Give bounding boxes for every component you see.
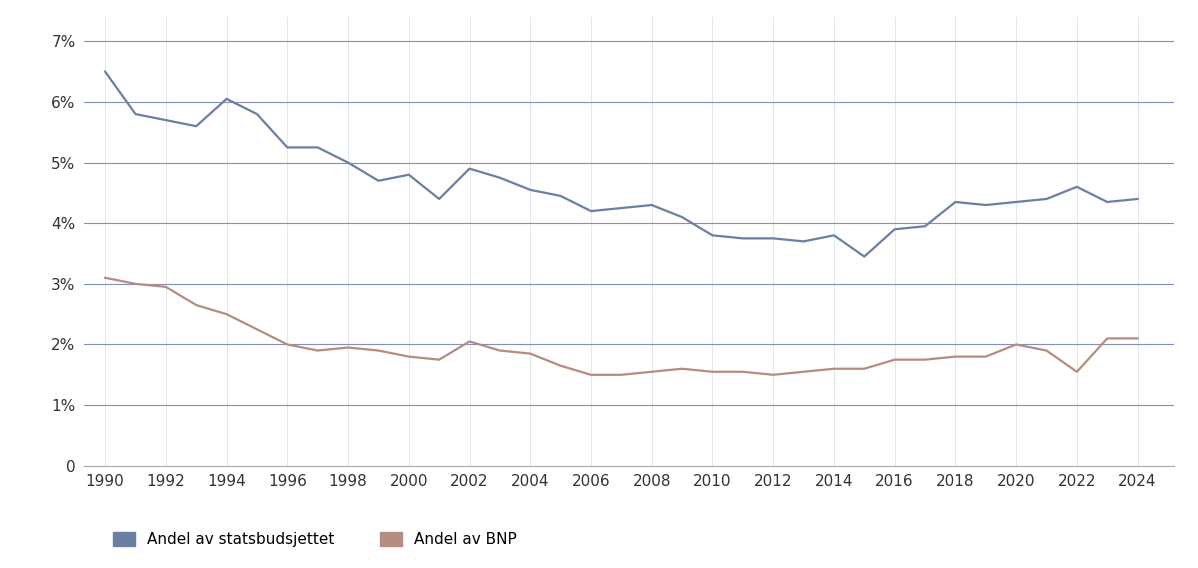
- Andel av BNP: [341, 344, 356, 351]
- Line: Andel av statsbudsjettet: Andel av statsbudsjettet: [105, 72, 1138, 257]
- Andel av statsbudsjettet: [1040, 195, 1054, 202]
- Andel av BNP: [432, 356, 447, 363]
- Andel av BNP: [736, 369, 750, 375]
- Andel av statsbudsjettet: [827, 232, 841, 239]
- Andel av statsbudsjettet: [219, 95, 234, 102]
- Andel av BNP: [524, 350, 538, 357]
- Andel av BNP: [583, 371, 598, 378]
- Andel av statsbudsjettet: [736, 235, 750, 242]
- Andel av BNP: [857, 365, 871, 372]
- Andel av BNP: [401, 353, 416, 360]
- Andel av statsbudsjettet: [857, 253, 871, 260]
- Andel av BNP: [645, 369, 659, 375]
- Andel av statsbudsjettet: [249, 111, 264, 118]
- Andel av BNP: [492, 347, 507, 354]
- Andel av statsbudsjettet: [1009, 199, 1023, 206]
- Andel av BNP: [706, 369, 720, 375]
- Andel av statsbudsjettet: [98, 68, 113, 75]
- Andel av BNP: [249, 326, 264, 333]
- Andel av statsbudsjettet: [1131, 195, 1145, 202]
- Andel av statsbudsjettet: [492, 174, 507, 181]
- Andel av statsbudsjettet: [583, 208, 598, 215]
- Andel av statsbudsjettet: [524, 186, 538, 193]
- Andel av statsbudsjettet: [979, 202, 993, 208]
- Andel av statsbudsjettet: [766, 235, 780, 242]
- Andel av BNP: [979, 353, 993, 360]
- Andel av BNP: [1070, 369, 1084, 375]
- Andel av BNP: [615, 371, 629, 378]
- Andel av BNP: [918, 356, 932, 363]
- Andel av statsbudsjettet: [401, 172, 416, 178]
- Andel av BNP: [462, 338, 477, 345]
- Andel av statsbudsjettet: [128, 111, 143, 118]
- Andel av BNP: [128, 281, 143, 287]
- Andel av statsbudsjettet: [674, 214, 689, 220]
- Andel av BNP: [158, 283, 173, 290]
- Andel av statsbudsjettet: [341, 159, 356, 166]
- Andel av statsbudsjettet: [615, 204, 629, 211]
- Andel av BNP: [1100, 335, 1114, 342]
- Andel av statsbudsjettet: [432, 195, 447, 202]
- Andel av statsbudsjettet: [918, 223, 932, 229]
- Andel av statsbudsjettet: [797, 238, 811, 245]
- Andel av statsbudsjettet: [1070, 183, 1084, 190]
- Andel av statsbudsjettet: [371, 177, 386, 184]
- Andel av BNP: [189, 302, 204, 308]
- Andel av statsbudsjettet: [280, 144, 295, 151]
- Andel av BNP: [797, 369, 811, 375]
- Andel av statsbudsjettet: [553, 193, 568, 199]
- Andel av BNP: [1131, 335, 1145, 342]
- Andel av BNP: [280, 341, 295, 348]
- Andel av BNP: [674, 365, 689, 372]
- Andel av statsbudsjettet: [189, 123, 204, 130]
- Andel av BNP: [98, 274, 113, 281]
- Andel av BNP: [371, 347, 386, 354]
- Andel av statsbudsjettet: [310, 144, 325, 151]
- Andel av statsbudsjettet: [462, 165, 477, 172]
- Line: Andel av BNP: Andel av BNP: [105, 278, 1138, 375]
- Andel av BNP: [827, 365, 841, 372]
- Andel av BNP: [1040, 347, 1054, 354]
- Andel av statsbudsjettet: [948, 199, 962, 206]
- Andel av statsbudsjettet: [645, 202, 659, 208]
- Andel av BNP: [310, 347, 325, 354]
- Andel av BNP: [219, 311, 234, 318]
- Andel av statsbudsjettet: [706, 232, 720, 239]
- Andel av BNP: [1009, 341, 1023, 348]
- Andel av BNP: [766, 371, 780, 378]
- Andel av BNP: [948, 353, 962, 360]
- Andel av BNP: [888, 356, 902, 363]
- Legend: Andel av statsbudsjettet, Andel av BNP: Andel av statsbudsjettet, Andel av BNP: [114, 532, 516, 547]
- Andel av statsbudsjettet: [1100, 199, 1114, 206]
- Andel av BNP: [553, 362, 568, 369]
- Andel av statsbudsjettet: [888, 226, 902, 233]
- Andel av statsbudsjettet: [158, 116, 173, 123]
